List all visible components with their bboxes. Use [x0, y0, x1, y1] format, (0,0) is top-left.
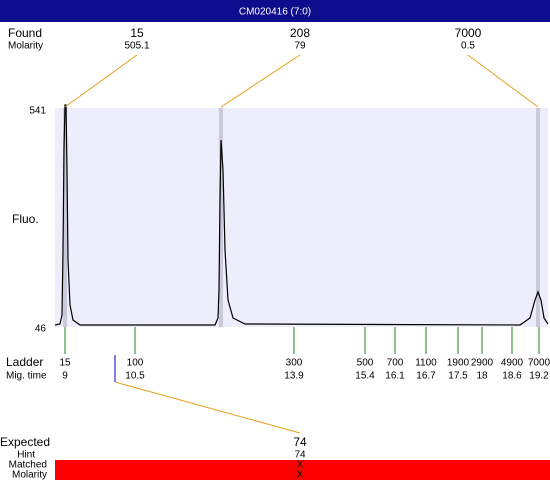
- ladder-size: 1900: [447, 358, 470, 369]
- ladder-time: 18: [476, 371, 488, 382]
- ladder-size: 15: [59, 358, 71, 369]
- molarity-row-value: X: [297, 470, 304, 480]
- ladder-label: Ladder: [6, 355, 43, 369]
- ladder-time: 18.6: [502, 371, 522, 382]
- y-max: 541: [29, 106, 46, 117]
- found-molarity: 0.5: [461, 41, 475, 52]
- peak-connector: [467, 54, 539, 108]
- ladder-size: 500: [357, 358, 374, 369]
- hint-label: Hint: [17, 450, 35, 461]
- expected-connector: [114, 381, 301, 434]
- ladder-size: 2900: [471, 358, 494, 369]
- trace: [54, 104, 549, 326]
- expected-label: Expected: [0, 435, 50, 449]
- title-bar: [0, 0, 550, 22]
- title: CM020416 (7:0): [239, 7, 311, 18]
- y-min: 46: [35, 324, 47, 335]
- peak-band: [536, 108, 540, 327]
- ladder-size: 4900: [501, 358, 524, 369]
- matched-bar: [55, 460, 550, 480]
- found-size: 208: [290, 26, 310, 40]
- found-size: 7000: [455, 26, 482, 40]
- molarity-label: Molarity: [8, 41, 43, 52]
- ladder-time: 19.2: [529, 371, 549, 382]
- ladder-size: 7000: [528, 358, 550, 369]
- ladder-time: 15.4: [355, 371, 375, 382]
- found-molarity: 505.1: [124, 41, 149, 52]
- peak-connector: [64, 54, 138, 108]
- ladder-size: 700: [387, 358, 404, 369]
- ladder-time: 16.1: [385, 371, 405, 382]
- expected-value: 74: [293, 435, 307, 449]
- peak-connector: [220, 54, 301, 108]
- ladder-size: 1100: [415, 358, 437, 369]
- ladder-size: 300: [286, 358, 303, 369]
- peak-band: [63, 108, 67, 327]
- ladder-time: 10.5: [125, 371, 145, 382]
- found-label: Found: [8, 26, 42, 40]
- found-molarity: 79: [294, 41, 306, 52]
- matched-label: Matched: [9, 460, 47, 471]
- ladder-time: 17.5: [448, 371, 468, 382]
- found-size: 15: [130, 26, 144, 40]
- matched-value: X: [297, 460, 304, 471]
- hint-value: 74: [294, 450, 306, 461]
- molarity-row-label: Molarity: [12, 470, 47, 480]
- ladder-time: 9: [62, 371, 68, 382]
- ladder-time: 16.7: [416, 371, 436, 382]
- mig-time-label: Mig. time: [6, 371, 47, 382]
- ladder-size: 100: [127, 358, 144, 369]
- plot-area: [55, 108, 548, 327]
- y-label: Fluo.: [12, 212, 39, 226]
- peak-band: [219, 108, 223, 327]
- ladder-time: 13.9: [284, 371, 304, 382]
